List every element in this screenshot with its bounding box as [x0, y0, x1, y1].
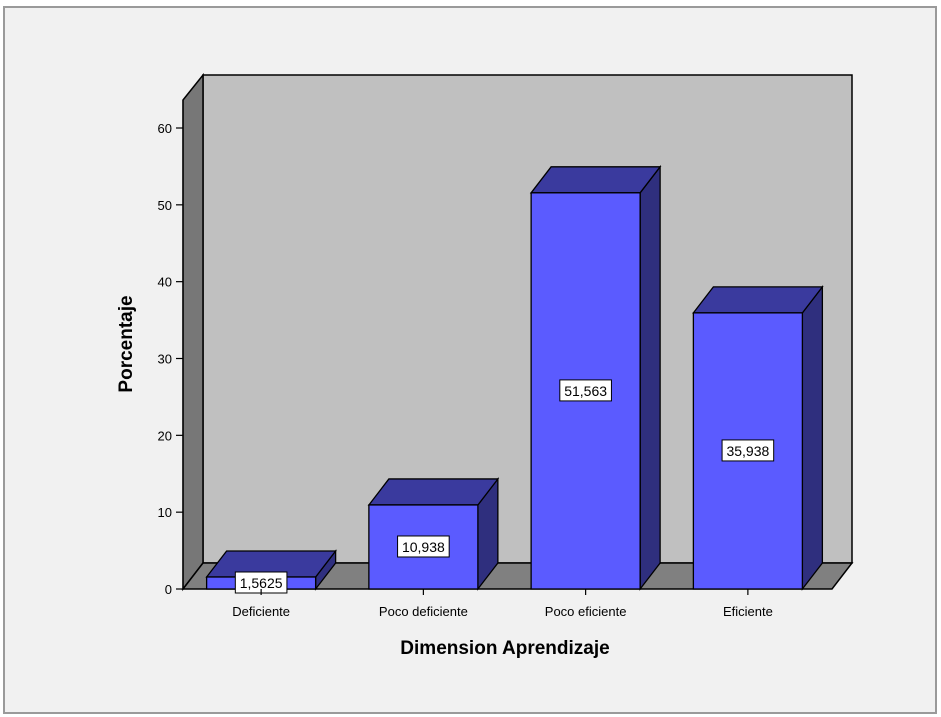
bars: 1,5625 10,938 51,563 35,938 [205, 164, 824, 594]
x-tick-label: Poco eficiente [545, 604, 627, 619]
y-tick-label: 0 [165, 582, 172, 597]
data-label: 1,5625 [240, 575, 283, 591]
y-tick-label: 20 [158, 428, 172, 443]
data-label-box [397, 535, 450, 558]
data-label: 10,938 [402, 539, 445, 555]
bar-top [367, 478, 500, 506]
data-label: 51,563 [564, 383, 607, 399]
chart-background [181, 72, 854, 592]
y-tick-label: 40 [158, 275, 172, 290]
bar-2: 10,938 [367, 477, 500, 591]
y-axis-ticks: 0 10 20 30 40 50 60 [158, 121, 183, 597]
bar-1: 1,5625 [205, 549, 337, 594]
data-label-box [559, 379, 612, 402]
left-wall [182, 72, 204, 592]
x-tick-label: Deficiente [232, 604, 290, 619]
y-tick-label: 30 [158, 352, 172, 367]
x-tick-label: Poco deficiente [379, 604, 468, 619]
data-label-box [721, 439, 775, 462]
bar-side [801, 284, 824, 591]
y-tick-label: 60 [158, 121, 172, 136]
bar-top [529, 166, 662, 194]
y-tick-label: 10 [158, 505, 172, 520]
bar-4: 35,938 [692, 284, 824, 591]
bar-3: 51,563 [529, 164, 662, 591]
y-axis-title: Porcentaje [116, 295, 137, 392]
bar-top [692, 286, 824, 314]
data-label: 35,938 [726, 443, 769, 459]
bar-side [639, 164, 661, 591]
x-tick-label: Eficiente [723, 604, 773, 619]
x-axis-ticks: Deficiente Poco deficiente Poco eficiente E… [232, 589, 773, 619]
y-tick-label: 50 [158, 198, 172, 213]
x-axis-title: Dimension Aprendizaje [400, 638, 609, 659]
